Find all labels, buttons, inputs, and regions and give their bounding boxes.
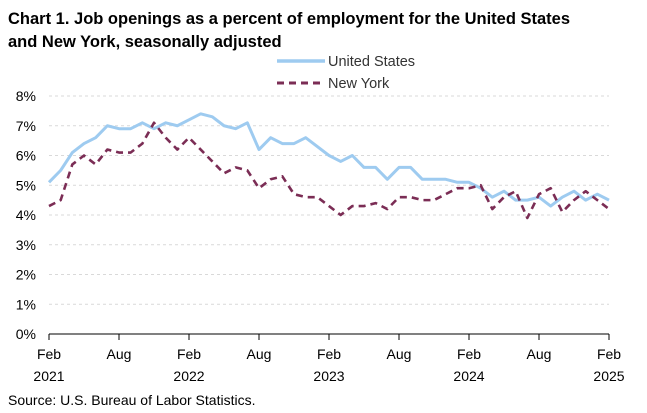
y-tick-label: 0% [16,326,36,342]
y-tick-label: 5% [16,177,36,193]
x-tick-label-month: Aug [527,346,552,362]
y-axis: 0% 1% 2% 3% 4% 5% 6% 7% 8% [16,88,36,342]
x-tick-label-year: 2023 [313,368,344,384]
y-tick-label: 6% [16,148,36,164]
y-tick-label: 4% [16,207,36,223]
chart-title-line-2: and New York, seasonally adjusted [8,33,282,51]
y-tick-label: 7% [16,118,36,134]
series-line-new-york [48,121,610,220]
x-tick-label-month: Feb [317,346,341,362]
legend-label-new-york: New York [328,76,390,92]
x-tick-label-month: Aug [247,346,272,362]
series-line-united-states [47,112,610,208]
y-tick-label: 8% [16,88,36,104]
series-lines [47,112,610,220]
legend-label-united-states: United States [328,54,415,70]
x-tick-label-year: 2022 [173,368,204,384]
x-tick-label-month: Feb [177,346,201,362]
source-note: Source: U.S. Bureau of Labor Statistics. [8,392,255,408]
x-tick-label-year: 2025 [593,368,624,384]
x-tick-label-month: Feb [37,346,61,362]
x-tick-label-month: Aug [107,346,132,362]
y-tick-label: 1% [16,296,36,312]
y-tick-label: 3% [16,237,36,253]
y-tick-label: 2% [16,267,36,283]
x-axis: Feb 2021 Aug Feb 2022 Aug Feb 2023 Aug Feb 2024 Aug… [33,334,625,384]
x-tick-label-month: Feb [457,346,481,362]
gridlines [49,95,609,335]
x-tick-label-year: 2021 [33,368,64,384]
x-tick-label-month: Feb [597,346,621,362]
chart-title-line-1: Chart 1. Job openings as a percent of em… [8,10,570,28]
legend: United States New York [277,54,415,92]
x-tick-label-year: 2024 [453,368,484,384]
x-tick-label-month: Aug [387,346,412,362]
